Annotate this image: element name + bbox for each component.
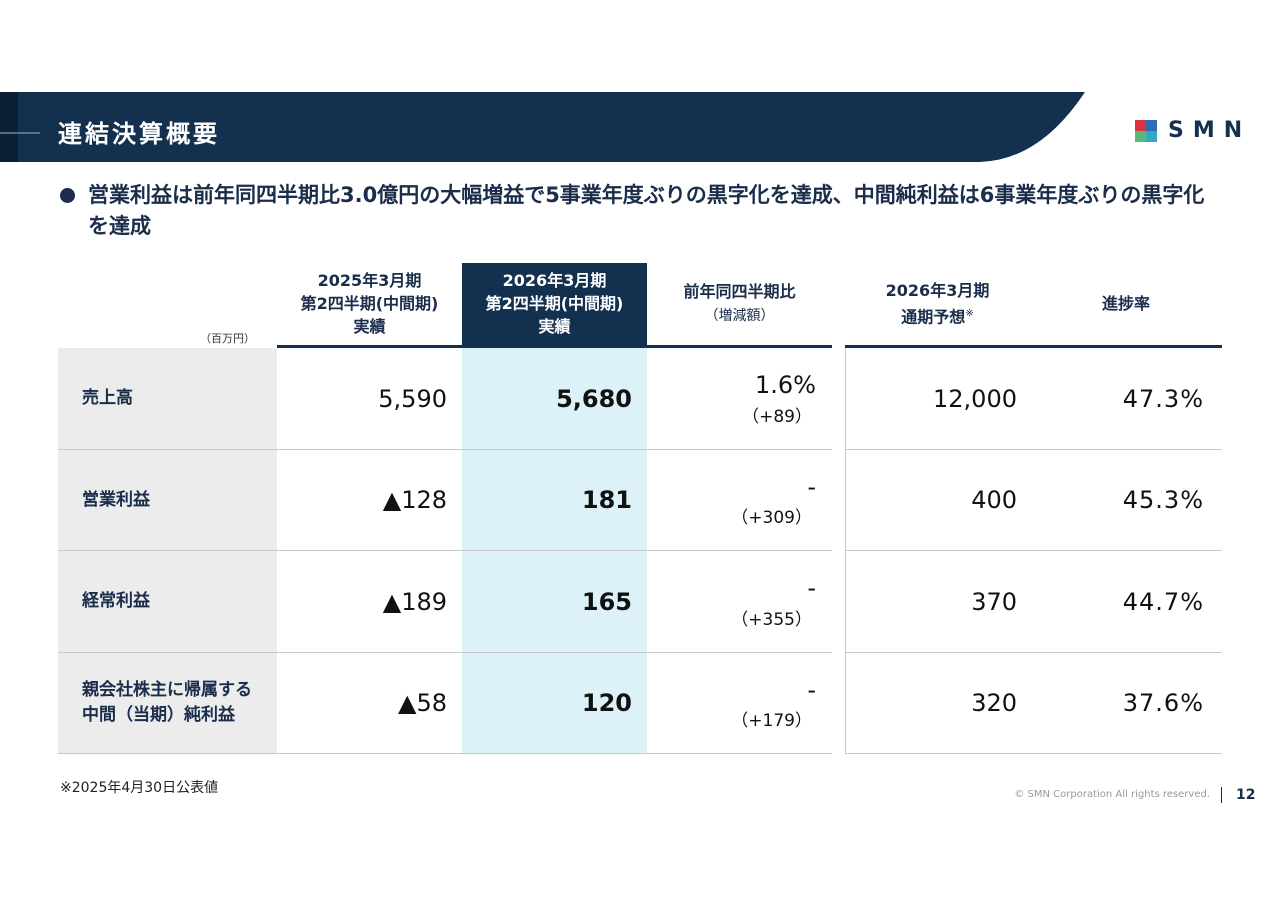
bullet-dot [60,188,75,203]
column-header: 2025年3月期 第2四半期(中間期) 実績 [277,263,462,344]
header-line: 前年同四半期比 [647,280,832,303]
header-note: ※ [965,307,974,319]
curr-value: 120 [581,689,632,718]
highlight-header [462,263,647,348]
row-line [58,651,832,653]
header-rule [277,345,832,348]
header-text: 実績 [538,317,571,336]
highlight-body [462,348,647,754]
header-text: 第2四半期(中間期) [300,294,439,313]
prev-value: ▲58 [398,689,447,718]
row-label: 営業利益 [58,449,277,551]
yoy-diff: （+355） [731,609,812,630]
yoy-diff: （+89） [742,406,812,427]
forecast-value: 370 [971,587,1017,616]
row-label: 売上高 [58,348,277,450]
row-label: 経常利益 [58,551,277,653]
column-header: 2026年3月期 第2四半期(中間期) 実績 [462,263,647,344]
header-line: 実績 [277,315,462,338]
forecast-value: 12,000 [933,384,1017,413]
copyright: © SMN Corporation All rights reserved. [1014,789,1210,800]
yoy-value: 1.6% [755,371,816,399]
forecast-value: 400 [971,486,1017,515]
row-line [58,550,832,551]
row-line [845,753,1222,754]
header-text: 通期予想 [901,307,966,327]
row-line [58,448,832,450]
header-line: 進捗率 [1030,292,1222,315]
header-text: 2026年3月期 [885,280,990,300]
prev-value: ▲189 [382,587,447,616]
yoy-diff: （+309） [731,508,812,528]
header-line: 第2四半期(中間期) [462,292,647,315]
header-text: 第2四半期(中間期) [485,294,624,313]
row-line [845,651,1222,653]
page-number: 12 [1236,787,1256,803]
row-label-line: 売上高 [82,388,133,409]
header-text: 進捗率 [1101,294,1150,313]
header-line: 通期予想※ [845,302,1030,328]
prev-value: ▲128 [382,486,447,515]
header-line: 2026年3月期 [462,269,647,292]
row-label-line: 中間（当期）純利益 [82,705,235,726]
yoy-value: - [807,472,816,501]
row-line [845,550,1222,551]
progress-value: 47.3% [1122,384,1204,413]
column-header: 進捗率 [1030,263,1222,344]
header-line: 2026年3月期 [845,279,1030,302]
curr-value: 5,680 [556,384,632,413]
divider [1221,787,1222,803]
header-line: 実績 [462,315,647,338]
slide-title: 連結決算概要 [58,120,220,148]
curr-value: 165 [581,587,632,616]
row-label-line: 経常利益 [82,591,150,612]
forecast-left-rule [845,348,846,754]
row-label-line: 親会社株主に帰属する [82,680,252,701]
forecast-value: 320 [971,689,1017,718]
header-text: 2026年3月期 [502,271,607,290]
yoy-value: - [807,574,816,602]
yoy-diff: （+179） [731,711,812,731]
logo-text: SMN [1168,118,1252,143]
column-header: 前年同四半期比 （増減額） [647,263,832,344]
column-gap [832,348,845,754]
column-header: 2026年3月期 通期予想※ [845,263,1030,344]
header-band [0,92,1157,162]
yoy-value: - [807,675,816,704]
row-line [58,753,832,754]
progress-value: 45.3% [1122,486,1204,515]
progress-value: 44.7% [1122,587,1204,616]
unit-label: （百万円） [200,332,255,345]
header-text: （増減額） [704,307,775,324]
footnote: ※2025年4月30日公表値 [60,780,219,796]
progress-value: 37.6% [1122,689,1204,718]
row-line [845,448,1222,450]
header-line: （増減額） [647,303,832,328]
curr-value: 181 [581,486,632,515]
row-label: 親会社株主に帰属する 中間（当期）純利益 [58,652,277,754]
header-text: 2025年3月期 [317,271,422,290]
header-text: 実績 [353,317,386,336]
row-label-line: 営業利益 [82,489,150,510]
header-rule [845,345,1222,348]
prev-value: 5,590 [378,384,447,413]
header-line: 2025年3月期 [277,269,462,292]
header-text: 前年同四半期比 [683,281,796,301]
bullet-text: 営業利益は前年同四半期比3.0億円の大幅増益で5事業年度ぶりの黒字化を達成、中間… [88,183,1205,238]
logo-icon [1135,120,1157,142]
header-line: 第2四半期(中間期) [277,292,462,315]
